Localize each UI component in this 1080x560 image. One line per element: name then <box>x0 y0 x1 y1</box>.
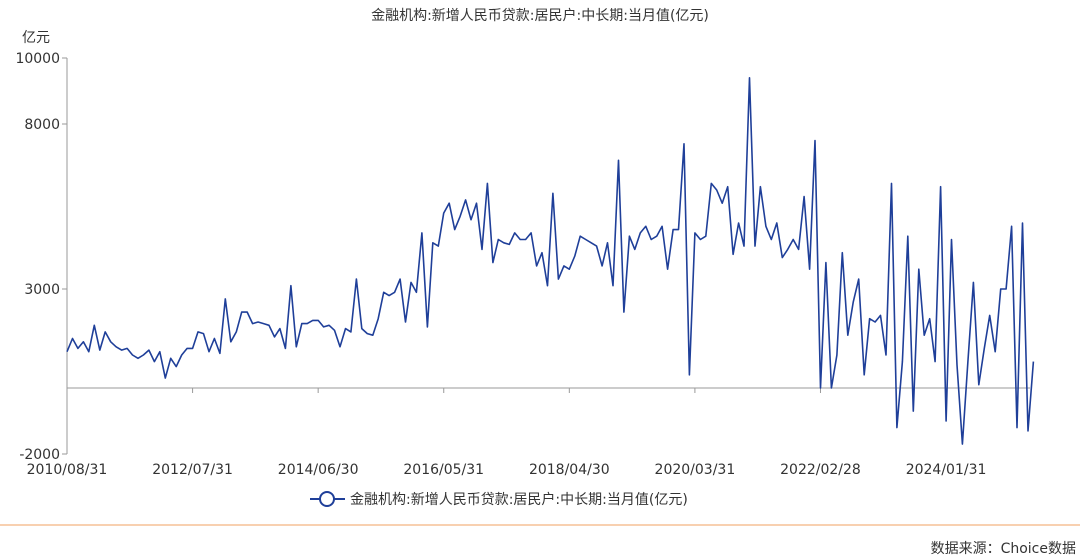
series-line <box>66 77 1035 445</box>
x-tick-label: 2020/03/31 <box>655 462 736 478</box>
plot-area <box>66 77 1035 445</box>
x-axis-ticks: 2010/08/31 2012/07/31 2014/06/30 2016/05/31… <box>27 388 987 478</box>
y-axis-ticks: -2000 3000 8000 10000 <box>15 51 67 463</box>
y-axis-unit-label: 亿元 <box>22 30 50 46</box>
y-tick-label: 8000 <box>24 117 60 133</box>
x-tick-label: 2022/02/28 <box>780 462 861 478</box>
x-tick-label: 2014/06/30 <box>278 462 359 478</box>
x-tick-label: 2024/01/31 <box>906 462 987 478</box>
legend: 金融机构:新增人民币贷款:居民户:中长期:当月值(亿元) <box>310 491 688 508</box>
legend-label: 金融机构:新增人民币贷款:居民户:中长期:当月值(亿元) <box>350 491 688 508</box>
chart-title: 金融机构:新增人民币贷款:居民户:中长期:当月值(亿元) <box>371 7 709 24</box>
x-tick-label: 2012/07/31 <box>152 462 233 478</box>
y-tick-label: 10000 <box>15 51 60 67</box>
y-tick-label: 3000 <box>24 282 60 298</box>
x-tick-label: 2016/05/31 <box>403 462 484 478</box>
legend-circle-marker <box>319 491 335 507</box>
x-tick-label: 2010/08/31 <box>27 462 108 478</box>
y-tick-label: -2000 <box>19 447 60 463</box>
x-tick-label: 2018/04/30 <box>529 462 610 478</box>
data-source: 数据来源：Choice数据 <box>931 541 1076 557</box>
